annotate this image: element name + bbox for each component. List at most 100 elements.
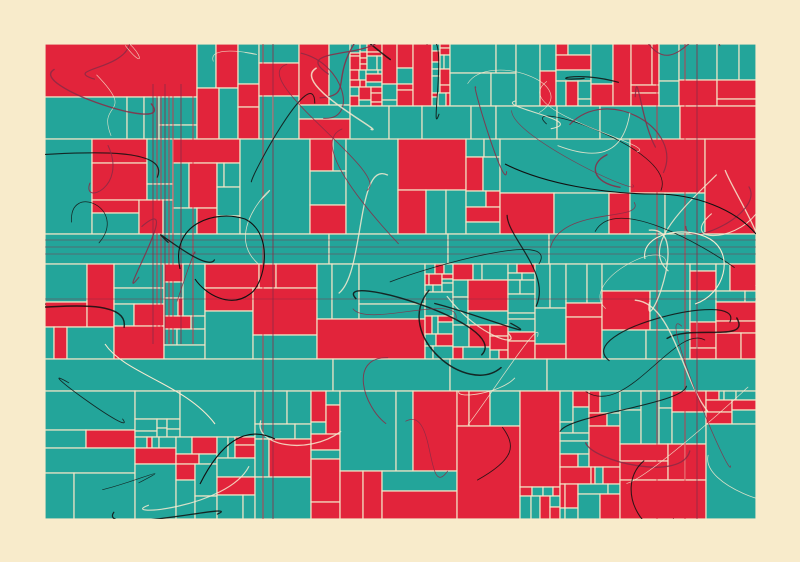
teal-block xyxy=(45,326,55,360)
teal-block xyxy=(723,390,737,401)
teal-block xyxy=(548,233,756,265)
teal-block xyxy=(521,272,536,281)
teal-block xyxy=(594,466,604,485)
flow-curve xyxy=(45,152,160,178)
teal-block xyxy=(310,421,327,435)
teal-block xyxy=(495,105,558,142)
teal-block xyxy=(421,105,472,142)
red-block xyxy=(716,98,756,107)
teal-block xyxy=(507,272,523,281)
teal-block xyxy=(126,96,145,140)
flow-curve xyxy=(362,357,389,424)
red-block xyxy=(325,404,341,435)
red-block xyxy=(396,44,414,69)
teal-block xyxy=(472,263,483,281)
generative-treemap-artwork xyxy=(45,44,756,519)
teal-block xyxy=(465,190,487,208)
teal-block xyxy=(465,138,485,158)
teal-block xyxy=(564,507,579,519)
red-block xyxy=(91,162,148,201)
vertical-stripe-bars xyxy=(45,44,756,519)
loop-curve xyxy=(104,343,216,425)
red-block xyxy=(439,84,451,94)
flow-curve xyxy=(511,100,561,130)
flow-curve xyxy=(311,67,374,131)
red-block xyxy=(237,106,260,140)
red-block xyxy=(740,332,756,360)
red-block xyxy=(549,506,561,519)
teal-block xyxy=(452,324,470,348)
teal-block xyxy=(223,162,241,188)
teal-block xyxy=(328,233,449,265)
teal-block xyxy=(258,95,274,140)
teal-block xyxy=(254,390,288,425)
teal-block xyxy=(559,507,566,519)
teal-block xyxy=(242,494,256,519)
teal-block xyxy=(449,44,497,74)
red-block xyxy=(397,138,467,191)
teal-block xyxy=(365,81,383,88)
teal-block xyxy=(156,427,168,438)
teal-block xyxy=(629,192,666,235)
red-block xyxy=(705,399,733,413)
loop-curve xyxy=(644,231,725,305)
red-block xyxy=(715,301,756,322)
red-block xyxy=(359,79,367,88)
teal-block xyxy=(237,44,260,85)
flow-curve xyxy=(594,218,735,268)
loop-curve xyxy=(178,215,265,301)
flow-curve xyxy=(300,52,344,119)
teal-block xyxy=(565,263,588,304)
flow-curve xyxy=(88,144,114,194)
red-block xyxy=(539,495,551,519)
red-block xyxy=(196,207,218,235)
teal-block xyxy=(731,409,756,425)
red-block xyxy=(204,263,260,289)
red-block xyxy=(381,44,398,85)
teal-block xyxy=(216,186,241,217)
teal-block xyxy=(619,390,642,411)
teal-block xyxy=(166,428,181,438)
teal-block xyxy=(396,67,414,85)
red-block xyxy=(138,199,164,235)
red-block xyxy=(705,411,733,425)
teal-block xyxy=(366,55,378,71)
flow-curve xyxy=(142,466,250,511)
teal-block xyxy=(345,138,399,235)
red-block xyxy=(216,476,256,496)
teal-block xyxy=(158,436,177,449)
teal-block xyxy=(470,105,497,142)
red-block xyxy=(163,315,192,330)
red-block xyxy=(705,390,720,401)
teal-block xyxy=(559,440,590,455)
teal-block xyxy=(658,44,680,82)
red-block xyxy=(172,138,241,164)
teal-block xyxy=(358,69,367,81)
teal-block xyxy=(175,479,196,519)
teal-block xyxy=(549,495,561,508)
teal-block xyxy=(577,80,592,100)
red-block xyxy=(310,458,341,503)
flow-curve xyxy=(111,510,222,519)
teal-block xyxy=(432,345,454,360)
flow-curve xyxy=(369,44,391,61)
teal-block xyxy=(239,138,311,235)
red-block xyxy=(349,95,360,107)
red-block xyxy=(275,263,318,289)
red-block xyxy=(175,463,196,481)
red-block xyxy=(428,273,443,286)
teal-block xyxy=(175,436,193,455)
red-block xyxy=(397,189,427,235)
red-block xyxy=(590,83,614,107)
teal-block xyxy=(381,99,398,107)
teal-block xyxy=(705,423,756,519)
flow-curve xyxy=(626,386,749,484)
red-block xyxy=(359,63,368,71)
teal-block xyxy=(465,221,501,235)
teal-block xyxy=(542,486,554,497)
red-block xyxy=(191,436,218,455)
teal-block xyxy=(134,418,158,432)
teal-block xyxy=(577,483,609,495)
teal-block xyxy=(45,233,330,265)
red-block xyxy=(196,87,220,140)
